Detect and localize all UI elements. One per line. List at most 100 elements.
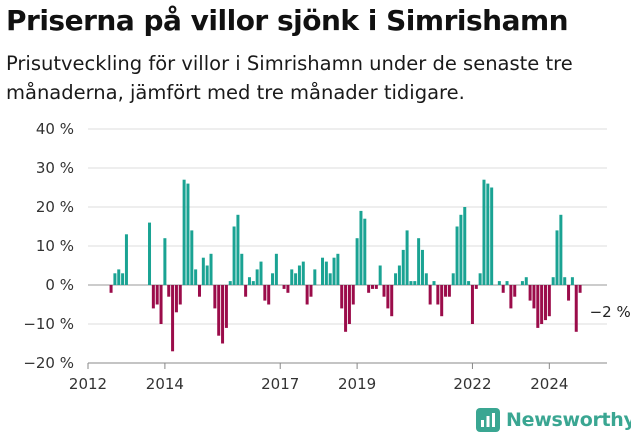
bar [417,238,421,285]
x-tick-label: 2017 [261,375,299,393]
y-tick-label: 20 % [36,198,74,216]
y-tick-label: 10 % [36,237,74,255]
bar [217,285,221,336]
bar [190,230,194,285]
newsworthy-logo[interactable]: Newsworthy [476,408,631,432]
x-axis: 2012 2014 2017 2019 2022 2024 [69,362,607,393]
bar [251,281,255,285]
bar [309,285,313,297]
bar [536,285,540,328]
bar [490,187,494,285]
bar [209,253,213,285]
bar [405,230,409,285]
bar [382,285,386,297]
bar [305,285,309,305]
bar [224,285,228,328]
bar [182,179,186,285]
bar [409,281,413,285]
bar [174,285,178,313]
bar [228,281,232,285]
bar [117,269,121,285]
bar [520,281,524,285]
bar [240,253,244,285]
x-tick-label: 2022 [453,375,491,393]
bar [297,265,301,285]
bar [394,273,398,285]
bar [151,285,155,309]
bar [478,273,482,285]
bar [386,285,390,309]
bar [197,285,201,297]
bar [486,183,490,285]
bar [332,257,336,285]
bar [351,285,355,305]
bar [178,285,182,305]
bar [440,285,444,317]
bar [336,253,340,285]
bar [455,226,459,285]
bar [271,273,275,285]
bar [340,285,344,309]
bar [213,285,217,309]
bar [113,273,117,285]
bar [559,214,563,285]
bar [482,179,486,285]
bar [497,281,501,285]
bar [367,285,371,293]
bar [563,277,567,285]
bar [255,269,259,285]
bar [267,285,271,305]
bar [474,285,478,289]
bar [467,281,471,285]
bar [201,257,205,285]
bar [205,265,209,285]
bar [244,285,248,297]
bar [505,281,509,285]
bar [524,277,528,285]
bar [540,285,544,324]
bar [447,285,451,297]
bar [436,285,440,305]
bar [167,285,171,297]
bar [370,285,374,289]
bar [363,218,367,285]
bar [328,273,332,285]
bar [344,285,348,332]
bar [359,210,363,285]
bar-series [109,179,582,352]
bar [528,285,532,301]
bar [313,269,317,285]
bar [194,269,198,285]
bar [301,261,305,285]
bar [274,253,278,285]
bar [424,273,428,285]
bar [532,285,536,309]
bar [420,249,424,285]
newsworthy-logo-text: Newsworthy [506,409,631,431]
bar [570,277,574,285]
bar [163,238,167,285]
bar [428,285,432,305]
bar [236,214,240,285]
bar [155,285,159,305]
x-tick-label: 2024 [530,375,568,393]
bar [432,281,436,285]
bar [397,265,401,285]
y-axis-tick-labels: 40 % 30 % 20 % 10 % 0 % −10 % −20 % [23,120,74,372]
y-tick-label: 40 % [36,120,74,138]
bar [513,285,517,297]
bar [321,257,325,285]
last-value-label: −2 % [590,303,631,321]
bar [124,234,128,285]
y-tick-label: 30 % [36,159,74,177]
bar [232,226,236,285]
bar [355,238,359,285]
bar [374,285,378,289]
bar [282,285,286,289]
annotations: −2 % [590,303,631,321]
bar [444,285,448,297]
bar [286,285,290,293]
x-tick-label: 2012 [69,375,107,393]
bar [390,285,394,317]
